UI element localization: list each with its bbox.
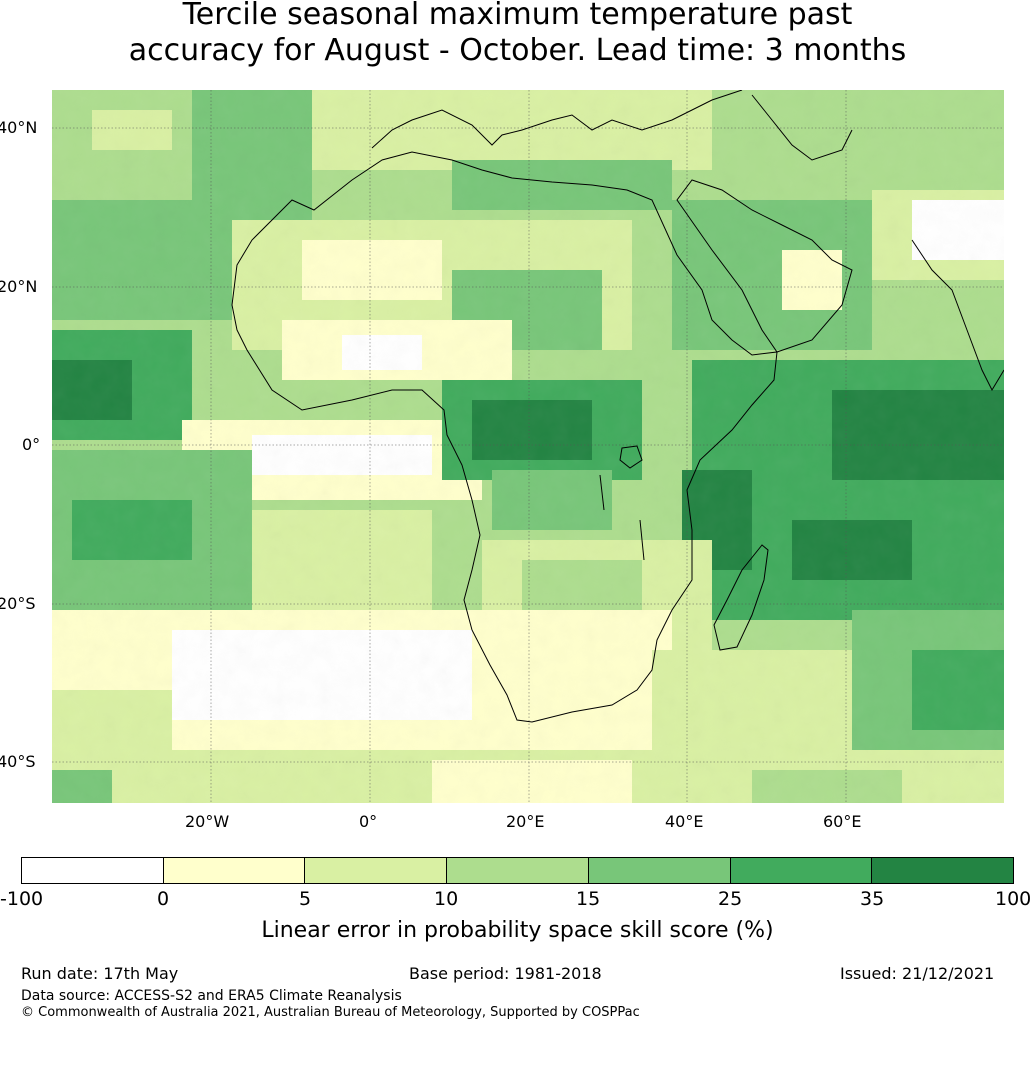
colorbar-tick-label: 15 xyxy=(576,888,601,910)
colorbar-segment xyxy=(163,858,306,883)
colorbar-segment xyxy=(872,858,1014,883)
chart-title-line-2: accuracy for August - October. Lead time… xyxy=(128,33,907,68)
grid-texture xyxy=(52,90,1004,803)
run-date: Run date: 17th May xyxy=(21,964,179,983)
lat-tick-label: 20°N xyxy=(0,277,38,296)
skill-score-map xyxy=(52,90,1004,803)
lon-tick-label: 20°W xyxy=(185,812,230,831)
lat-tick-label: 40°S xyxy=(0,752,36,771)
lon-tick-label: 20°E xyxy=(506,812,545,831)
colorbar-tick-label: -100 xyxy=(0,888,44,910)
colorbar-label: Linear error in probability space skill … xyxy=(261,918,774,943)
data-source: Data source: ACCESS-S2 and ERA5 Climate … xyxy=(21,988,402,1004)
colorbar-tick-label: 5 xyxy=(299,888,312,910)
chart-title-line-1: Tercile seasonal maximum temperature pas… xyxy=(182,0,853,32)
colorbar-tick-label: 10 xyxy=(434,888,459,910)
colorbar-tick-label: 0 xyxy=(157,888,170,910)
colorbar-segment xyxy=(730,858,873,883)
colorbar-segment xyxy=(588,858,731,883)
lon-tick-label: 40°E xyxy=(665,812,704,831)
lon-tick-label: 60°E xyxy=(823,812,862,831)
colorbar-tick-label: 35 xyxy=(860,888,885,910)
colorbar-segment xyxy=(22,858,164,883)
lat-tick-label: 20°S xyxy=(0,594,36,613)
copyright-notice: © Commonwealth of Australia 2021, Austra… xyxy=(21,1005,640,1020)
colorbar-tick-label: 100 xyxy=(995,888,1032,910)
lon-tick-label: 0° xyxy=(359,812,378,831)
base-period: Base period: 1981-2018 xyxy=(409,964,602,983)
issued-date: Issued: 21/12/2021 xyxy=(840,964,995,983)
colorbar-segment xyxy=(305,858,448,883)
colorbar-tick-label: 25 xyxy=(718,888,743,910)
lat-tick-label: 40°N xyxy=(0,118,38,137)
lat-tick-label: 0° xyxy=(22,435,41,454)
coastlines xyxy=(231,90,1004,723)
colorbar-segment xyxy=(447,858,589,883)
colorbar xyxy=(21,857,1014,884)
